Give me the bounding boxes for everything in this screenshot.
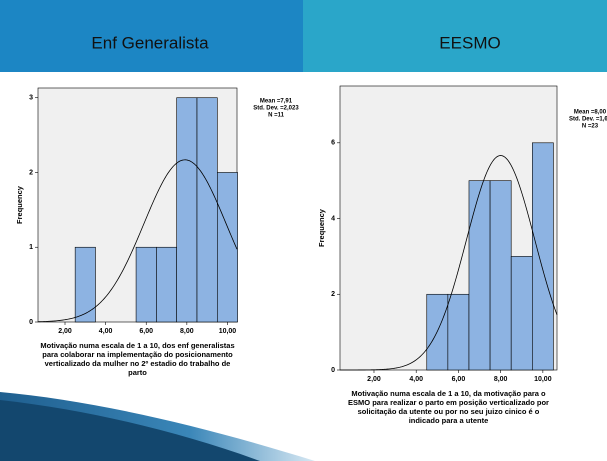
histogram-bar bbox=[532, 143, 553, 370]
histogram-bar bbox=[177, 98, 197, 322]
y-tick-label: 1 bbox=[29, 244, 33, 251]
x-tick-label: 6,00 bbox=[139, 328, 153, 335]
histogram-bar bbox=[511, 256, 532, 370]
histogram-bar bbox=[469, 181, 490, 370]
x-tick-label: 8,00 bbox=[494, 376, 508, 383]
x-tick-label: 10,00 bbox=[534, 376, 552, 383]
x-axis-label: solicitação da utente ou por no seu juiz… bbox=[358, 407, 540, 416]
y-tick-label: 6 bbox=[331, 140, 335, 147]
x-axis-label: indicado para a utente bbox=[409, 416, 489, 425]
y-tick-label: 3 bbox=[29, 95, 33, 102]
x-tick-label: 6,00 bbox=[452, 376, 466, 383]
x-axis-label: Motivação numa escala de 1 a 10, dos enf… bbox=[40, 341, 234, 350]
histogram-bar bbox=[75, 247, 95, 322]
stats-label: Mean =8,00 bbox=[574, 110, 607, 116]
decoration-swoosh-dark bbox=[0, 400, 260, 461]
x-tick-label: 4,00 bbox=[99, 328, 113, 335]
x-tick-label: 2,00 bbox=[367, 376, 381, 383]
y-tick-label: 0 bbox=[29, 319, 33, 326]
histogram-bar bbox=[197, 98, 217, 322]
x-axis-label: Motivação numa escala de 1 a 10, da moti… bbox=[351, 389, 546, 398]
y-axis-label: Frequency bbox=[317, 208, 326, 247]
y-tick-label: 4 bbox=[331, 215, 335, 222]
y-tick-label: 2 bbox=[331, 291, 335, 298]
stats-label: Std. Dev. =1,62 bbox=[569, 117, 607, 123]
y-tick-label: 0 bbox=[331, 367, 335, 374]
stats-label: Std. Dev. =2,023 bbox=[253, 106, 299, 112]
histogram-bar bbox=[136, 247, 156, 322]
y-axis-label: Frequency bbox=[15, 185, 24, 224]
stats-label: N =23 bbox=[582, 124, 599, 130]
histogram-bar bbox=[156, 247, 176, 322]
y-tick-label: 2 bbox=[29, 169, 33, 176]
x-tick-label: 10,00 bbox=[219, 328, 237, 335]
histogram-bar bbox=[448, 294, 469, 370]
x-axis-label: ESMO para realizar o parto em posição ve… bbox=[348, 398, 549, 407]
x-tick-label: 4,00 bbox=[409, 376, 423, 383]
histogram-bar bbox=[490, 181, 511, 370]
x-tick-label: 2,00 bbox=[58, 328, 72, 335]
histogram-bar bbox=[217, 172, 237, 322]
tab-title: EESMO bbox=[439, 33, 500, 52]
stats-label: Mean =7,91 bbox=[260, 99, 293, 105]
x-axis-label: para colaborar na implementação do posic… bbox=[42, 350, 233, 359]
x-axis-label: parto bbox=[128, 368, 147, 377]
x-tick-label: 8,00 bbox=[180, 328, 194, 335]
slide: Enf Generalista 0 1 2 3 2,00 4,00 6,00 8,00 10,00… bbox=[0, 0, 607, 461]
stats-label: N =11 bbox=[268, 113, 285, 119]
tab-title: Enf Generalista bbox=[91, 33, 209, 52]
x-axis-label: verticalizado da mulher no 2º estadio do… bbox=[45, 359, 231, 368]
